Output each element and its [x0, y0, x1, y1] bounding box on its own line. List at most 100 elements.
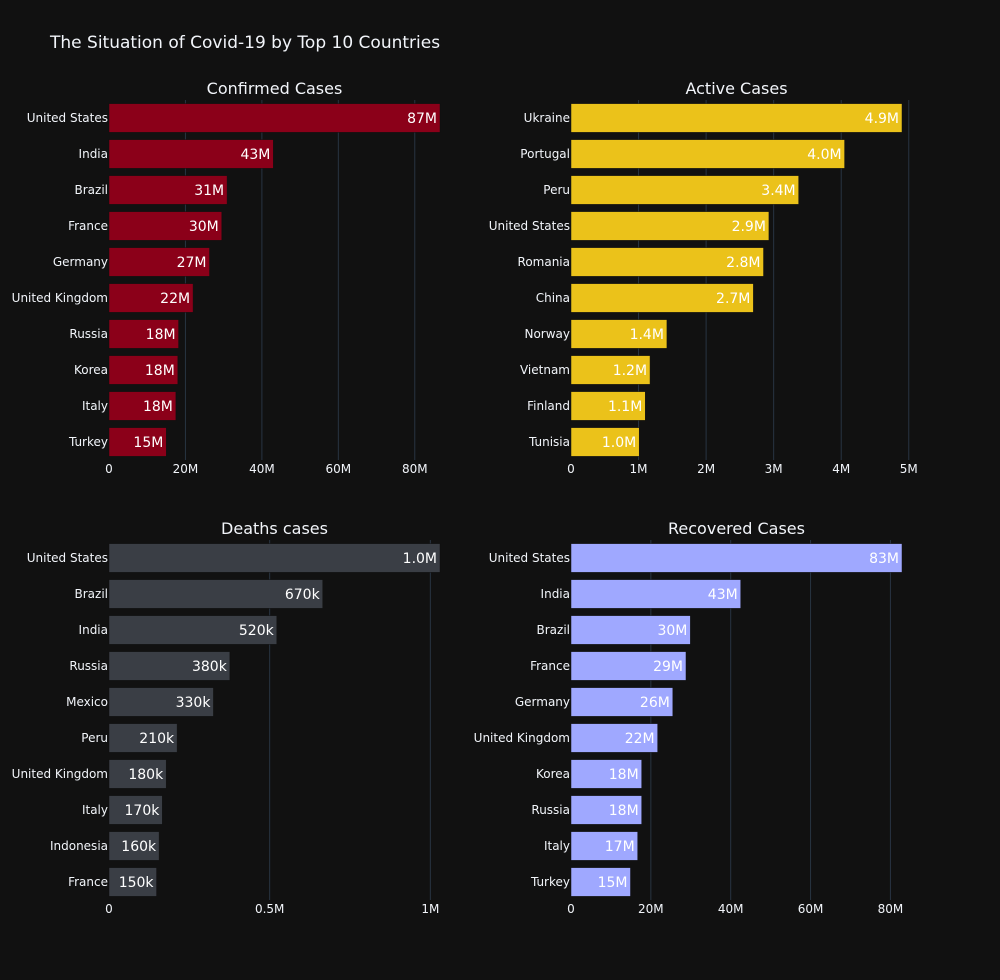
bar: [570, 139, 845, 169]
tick-label: 4M: [832, 462, 850, 476]
tick-label: 0: [105, 462, 113, 476]
bar: [108, 867, 157, 897]
data-label: 180k: [128, 767, 164, 783]
data-label: 1.0M: [602, 435, 636, 451]
data-label: 380k: [192, 659, 228, 675]
data-label: 210k: [139, 731, 175, 747]
category-label: France: [530, 659, 570, 673]
bar: [570, 867, 631, 897]
tick-label: 3M: [765, 462, 783, 476]
bar: [108, 139, 274, 169]
bar: [108, 651, 231, 681]
category-label: Romania: [518, 255, 570, 269]
bar: [108, 103, 441, 133]
bar: [108, 831, 160, 861]
data-label: 2.8M: [726, 255, 760, 271]
data-label: 29M: [653, 659, 683, 675]
category-label: Italy: [544, 839, 570, 853]
data-label: 330k: [176, 695, 212, 711]
category-label: Peru: [543, 183, 570, 197]
bar: [570, 103, 903, 133]
data-label: 1.2M: [613, 363, 647, 379]
bar: [108, 759, 167, 789]
data-label: 4.9M: [865, 111, 899, 127]
data-label: 27M: [177, 255, 207, 271]
data-label: 83M: [869, 551, 899, 567]
category-label: Korea: [536, 767, 570, 781]
bar: [570, 355, 651, 385]
data-label: 2.9M: [732, 219, 766, 235]
bar: [108, 319, 179, 349]
bar: [108, 247, 210, 277]
bar: [108, 391, 177, 421]
data-label: 1.1M: [608, 399, 642, 415]
category-label: United States: [489, 219, 570, 233]
data-label: 150k: [119, 875, 155, 891]
bar: [108, 723, 178, 753]
category-label: Brazil: [75, 183, 109, 197]
tick-label: 20M: [638, 902, 664, 916]
bar: [108, 355, 179, 385]
bar: [570, 543, 903, 573]
data-label: 3.4M: [761, 183, 795, 199]
tick-label: 80M: [878, 902, 904, 916]
data-label: 520k: [239, 623, 275, 639]
page-title: The Situation of Covid-19 by Top 10 Coun…: [50, 33, 441, 53]
data-label: 30M: [657, 623, 687, 639]
data-label: 22M: [625, 731, 655, 747]
subplot-title: Deaths cases: [221, 519, 328, 538]
bar: [108, 795, 163, 825]
category-label: Vietnam: [520, 363, 570, 377]
subplot-title: Active Cases: [685, 79, 787, 98]
tick-label: 60M: [326, 462, 352, 476]
subplot-3: Deaths cases 1.0M United States 670k Brazil 5…: [12, 519, 441, 916]
data-label: 18M: [609, 767, 639, 783]
tick-label: 60M: [798, 902, 824, 916]
data-label: 18M: [143, 399, 173, 415]
tick-label: 80M: [402, 462, 428, 476]
bar: [108, 543, 441, 573]
bar: [108, 283, 194, 313]
bar: [108, 687, 214, 717]
bar: [570, 723, 658, 753]
category-label: Italy: [82, 399, 108, 413]
tick-label: 0: [567, 902, 575, 916]
category-label: Portugal: [520, 147, 570, 161]
tick-label: 40M: [718, 902, 744, 916]
category-label: Russia: [69, 659, 108, 673]
category-label: Brazil: [537, 623, 571, 637]
category-label: Germany: [53, 255, 108, 269]
category-label: India: [79, 623, 108, 637]
category-label: Mexico: [66, 695, 108, 709]
category-label: Norway: [524, 327, 570, 341]
data-label: 160k: [121, 839, 157, 855]
bar: [570, 283, 754, 313]
data-label: 18M: [609, 803, 639, 819]
tick-label: 20M: [173, 462, 199, 476]
category-label: Brazil: [75, 587, 109, 601]
subplot-title: Confirmed Cases: [207, 79, 343, 98]
category-label: China: [536, 291, 570, 305]
data-label: 15M: [133, 435, 163, 451]
category-label: Korea: [74, 363, 108, 377]
data-label: 87M: [407, 111, 437, 127]
bar: [570, 211, 770, 241]
bar: [108, 579, 323, 609]
bar: [570, 759, 642, 789]
tick-label: 0: [567, 462, 575, 476]
data-label: 31M: [194, 183, 224, 199]
category-label: Turkey: [530, 875, 570, 889]
tick-label: 1M: [421, 902, 439, 916]
category-label: United Kingdom: [12, 291, 108, 305]
subplot-title: Recovered Cases: [668, 519, 805, 538]
category-label: United States: [27, 551, 108, 565]
category-label: United States: [27, 111, 108, 125]
bar: [108, 427, 167, 457]
category-label: France: [68, 875, 108, 889]
category-label: Peru: [81, 731, 108, 745]
category-label: United Kingdom: [12, 767, 108, 781]
tick-label: 0: [105, 902, 113, 916]
category-label: Tunisia: [528, 435, 570, 449]
tick-label: 40M: [249, 462, 275, 476]
tick-label: 0.5M: [255, 902, 284, 916]
